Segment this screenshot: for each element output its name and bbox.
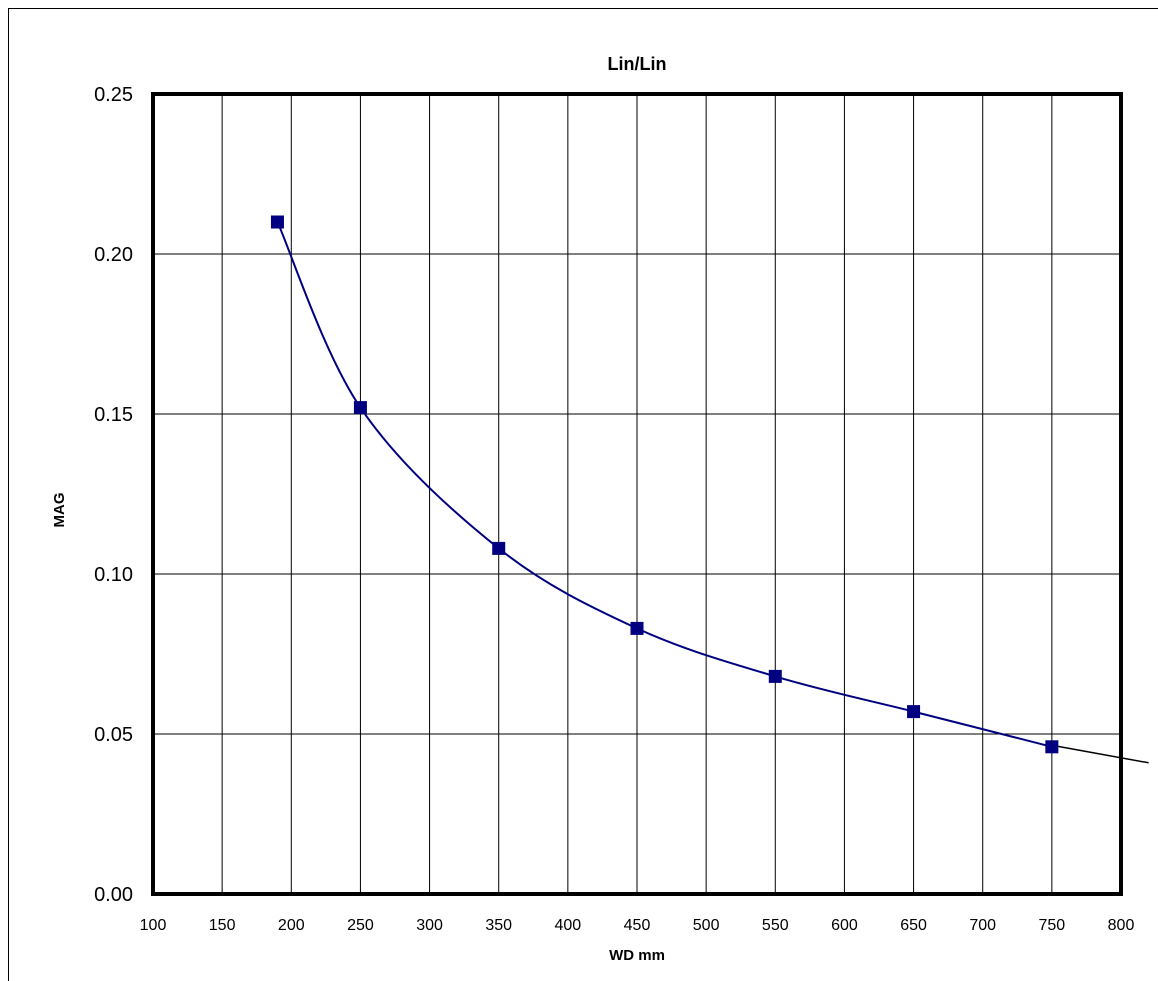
data-point-marker bbox=[630, 621, 644, 635]
data-point-marker bbox=[768, 669, 782, 683]
trend-extension-line bbox=[1051, 744, 1149, 764]
x-tick-label: 100 bbox=[140, 917, 167, 934]
x-tick-label: 450 bbox=[624, 917, 651, 934]
x-tick-label: 300 bbox=[416, 917, 443, 934]
chart-title: Lin/Lin bbox=[608, 54, 667, 74]
plot-area-border bbox=[151, 92, 1123, 896]
x-tick-label: 700 bbox=[969, 917, 996, 934]
x-axis-label: WD mm bbox=[609, 947, 665, 964]
series-line bbox=[276, 221, 1053, 748]
x-tick-label: 750 bbox=[1039, 917, 1066, 934]
y-tick-label: 0.10 bbox=[94, 564, 133, 586]
x-tick-label: 800 bbox=[1108, 917, 1135, 934]
grid bbox=[153, 94, 1121, 894]
data-point-marker bbox=[353, 401, 367, 415]
markers bbox=[270, 215, 1059, 754]
data-point-marker bbox=[1045, 740, 1059, 754]
y-tick-label: 0.15 bbox=[94, 404, 133, 426]
y-tick-label: 0.05 bbox=[94, 724, 133, 746]
y-tick-label: 0.20 bbox=[94, 244, 133, 266]
tick-labels: 100 150 200 250 300 350 400 450 500 550 600 650 700 7… bbox=[94, 84, 1134, 934]
x-tick-label: 600 bbox=[831, 917, 858, 934]
x-tick-label: 400 bbox=[555, 917, 582, 934]
x-tick-label: 550 bbox=[762, 917, 789, 934]
y-tick-label: 0.25 bbox=[94, 84, 133, 106]
data-point-marker bbox=[492, 541, 506, 555]
data-point-marker bbox=[907, 705, 921, 719]
chart-frame bbox=[8, 8, 1158, 981]
x-tick-label: 150 bbox=[209, 917, 236, 934]
curve-layer bbox=[276, 221, 1149, 764]
x-tick-label: 200 bbox=[278, 917, 305, 934]
y-tick-label: 0.00 bbox=[94, 884, 133, 906]
y-axis-label: MAG bbox=[51, 493, 68, 528]
x-tick-label: 650 bbox=[900, 917, 927, 934]
data-point-marker bbox=[270, 215, 284, 229]
x-tick-label: 350 bbox=[485, 917, 512, 934]
x-tick-label: 500 bbox=[693, 917, 720, 934]
x-tick-label: 250 bbox=[347, 917, 374, 934]
